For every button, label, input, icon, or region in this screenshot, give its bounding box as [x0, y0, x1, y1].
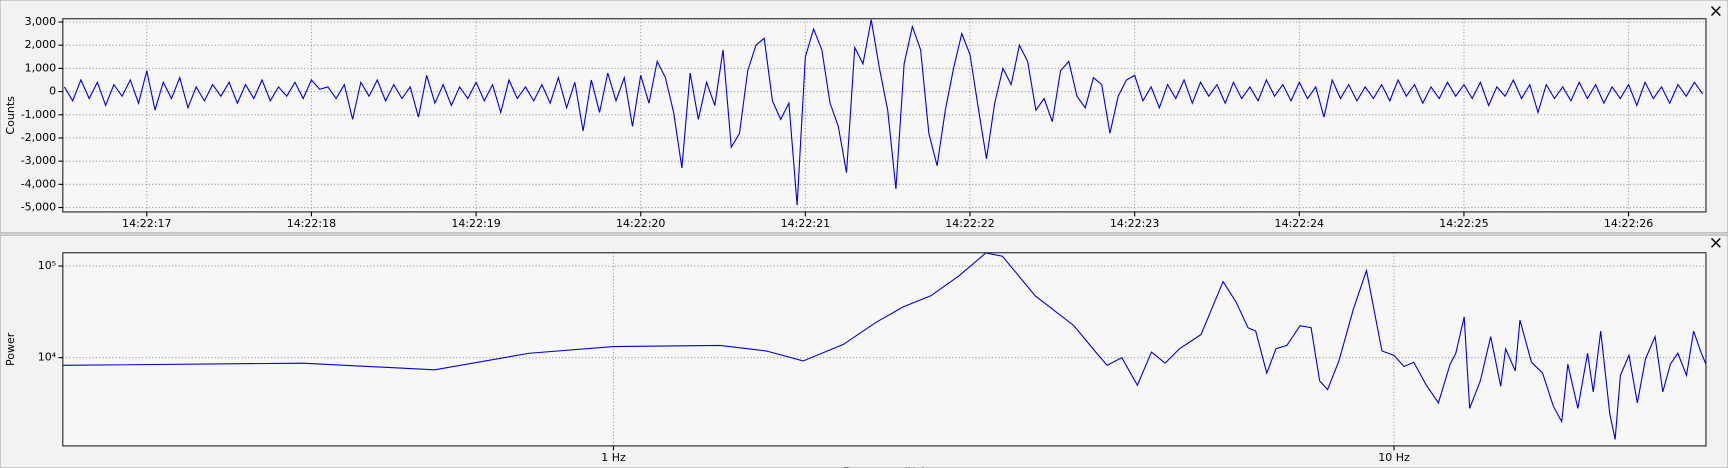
x-axis-label: Frequency (Hz) — [843, 465, 926, 468]
line — [63, 19, 1704, 206]
plot-frame — [62, 252, 1707, 447]
close-button[interactable] — [1710, 237, 1721, 248]
x-tick-label: 10 Hz — [1378, 451, 1410, 464]
x-tick-label: 14:22:17 — [122, 217, 171, 230]
x-tick-label: 14:22:24 — [1275, 217, 1324, 230]
y-tick-label: 2,000 — [25, 38, 57, 51]
x-tick-label: 14:22:25 — [1439, 217, 1488, 230]
x-tick-label: 14:22:18 — [287, 217, 336, 230]
line — [62, 252, 1706, 440]
y-tick-label: -3,000 — [21, 154, 56, 167]
y-tick-label: -2,000 — [21, 131, 56, 144]
y-axis-label: Counts — [4, 96, 17, 135]
y-tick-label: -5,000 — [21, 201, 56, 214]
x-tick-label: 14:22:23 — [1110, 217, 1159, 230]
y-tick-label: 10⁴ — [38, 351, 57, 364]
plot-area — [62, 252, 1706, 446]
y-axis-label: Power — [4, 332, 17, 366]
plot-area — [62, 18, 1706, 212]
x-tick-label: 14:22:21 — [781, 217, 830, 230]
x-tick-label: 14:22:26 — [1604, 217, 1653, 230]
x-tick-label: 14:22:20 — [616, 217, 665, 230]
x-tick-label: 14:22:19 — [451, 217, 500, 230]
y-tick-label: -1,000 — [21, 108, 56, 121]
y-tick-label: 3,000 — [25, 15, 57, 28]
y-tick-label: -4,000 — [21, 177, 56, 190]
plot-frame — [62, 18, 1707, 213]
x-tick-label: 14:22:22 — [945, 217, 994, 230]
y-tick-label: 0 — [49, 85, 56, 98]
y-tick-label: 1,000 — [25, 61, 57, 74]
y-tick-label: 10⁵ — [38, 259, 56, 272]
x-tick-label: 1 Hz — [601, 451, 626, 464]
close-button[interactable] — [1710, 6, 1721, 16]
